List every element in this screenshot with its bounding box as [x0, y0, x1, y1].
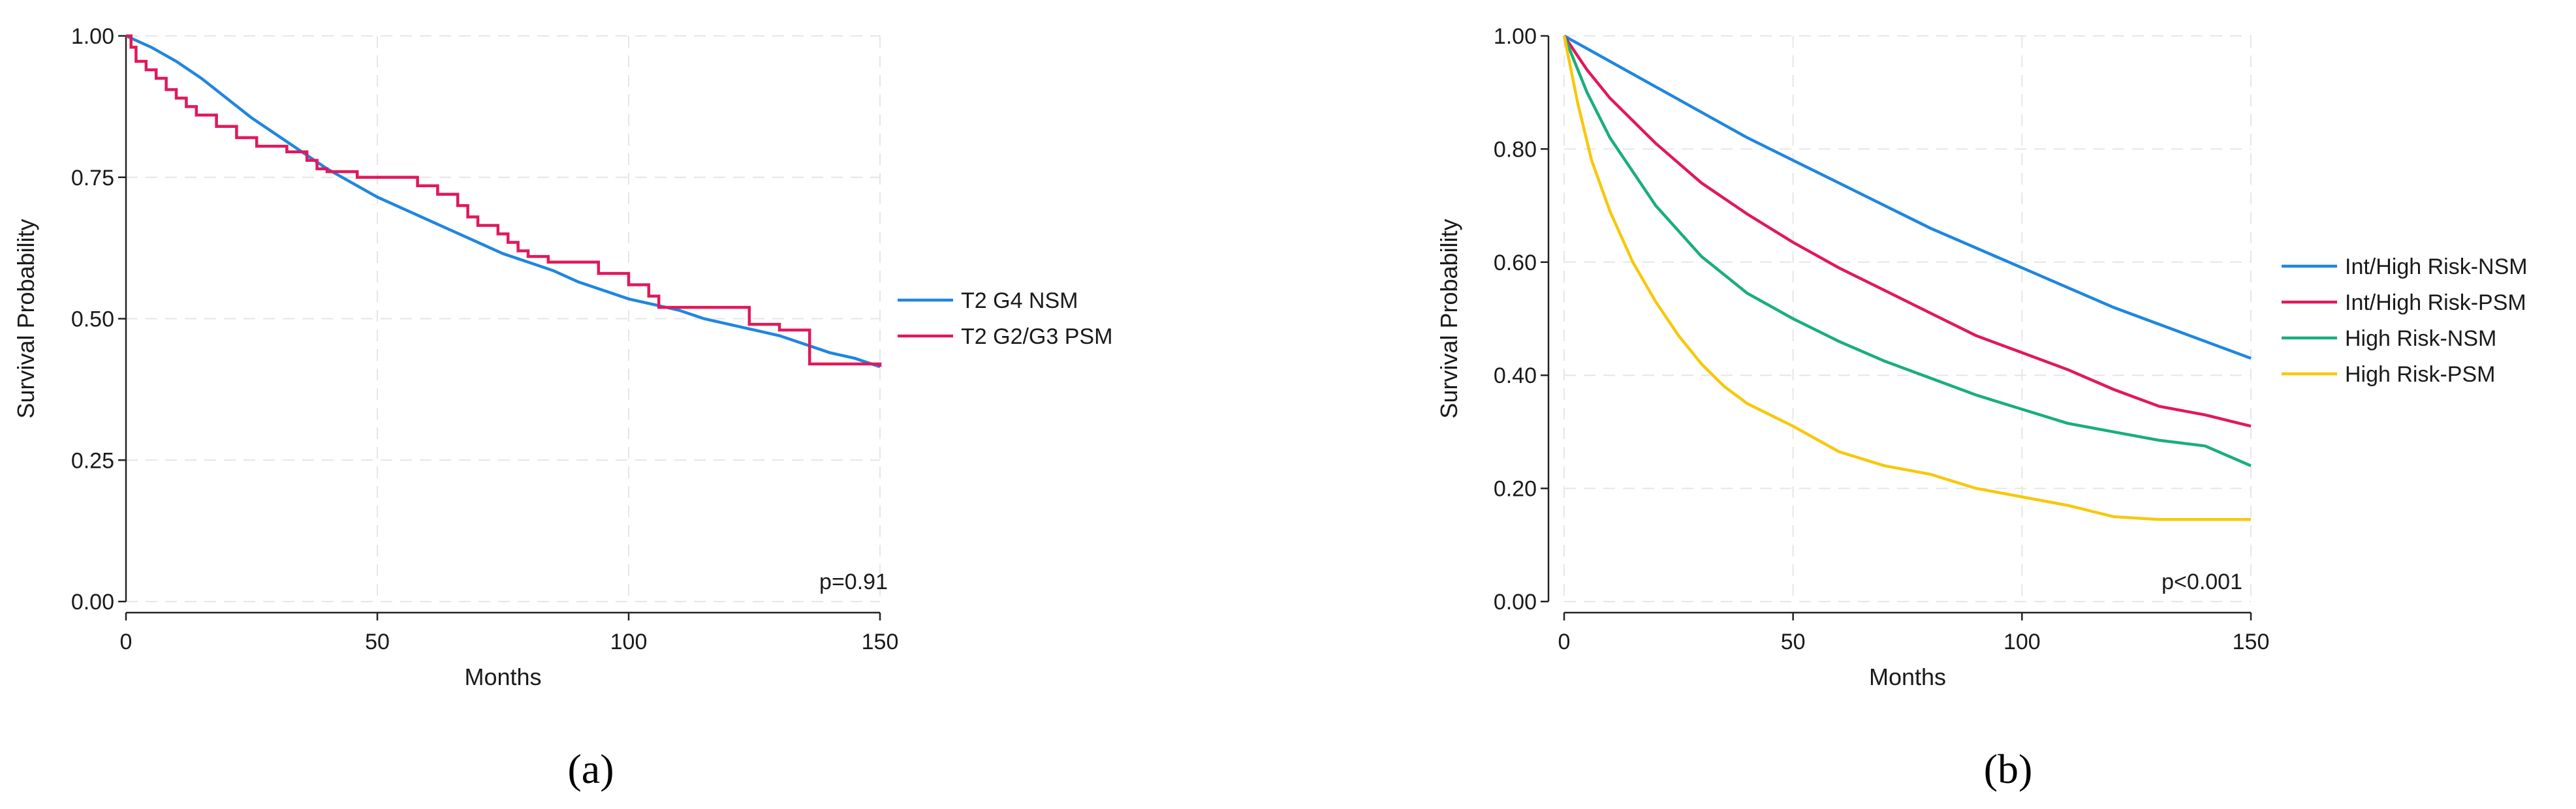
- legend-label: T2 G4 NSM: [961, 288, 1078, 313]
- x-tick-label: 100: [610, 630, 648, 654]
- y-tick-label: 1.00: [71, 24, 114, 49]
- legend-label: High Risk-NSM: [2345, 326, 2496, 351]
- legend-label: Int/High Risk-NSM: [2345, 254, 2528, 279]
- y-tick-label: 0.60: [1494, 251, 1537, 275]
- y-axis-label: Survival Probability: [12, 219, 39, 418]
- legend-label: High Risk-PSM: [2345, 362, 2495, 387]
- panel-a: 0.00 0.25 0.50 0.75 1.00 0 50 100 150 Months Survi…: [12, 24, 1112, 792]
- y-tick-label: 0.75: [71, 166, 114, 191]
- x-tick-label: 50: [1781, 630, 1806, 654]
- panel-label: (b): [1984, 746, 2033, 792]
- survival-curve-2: [1563, 35, 2252, 428]
- x-axis-label: Months: [1869, 664, 1946, 690]
- x-tick-label: 150: [2233, 630, 2270, 654]
- y-tick-label: 0.80: [1494, 137, 1537, 162]
- survival-curve-4: [1562, 35, 2251, 521]
- y-tick-label: 0.20: [1494, 477, 1537, 502]
- panel-label: (a): [567, 746, 614, 792]
- x-tick-label: 0: [1558, 630, 1571, 654]
- legend-label: Int/High Risk-PSM: [2345, 290, 2526, 315]
- y-tick-label: 1.00: [1494, 24, 1537, 49]
- legend-label: T2 G2/G3 PSM: [961, 324, 1112, 349]
- p-value-annotation: p<0.001: [2161, 570, 2242, 594]
- survival-curve-2: [126, 34, 882, 367]
- panel-b: 0.00 0.20 0.40 0.60 0.80 1.00 0 50 100 150 Months S…: [1436, 24, 2528, 792]
- p-value-annotation: p=0.91: [819, 570, 888, 594]
- y-tick-label: 0.40: [1494, 363, 1537, 388]
- y-tick-label: 0.25: [71, 448, 114, 473]
- x-tick-label: 50: [365, 630, 390, 654]
- survival-curve-1: [1563, 35, 2252, 360]
- y-tick-label: 0.50: [71, 307, 114, 332]
- survival-curve-1: [125, 34, 881, 369]
- y-axis-label: Survival Probability: [1436, 219, 1462, 418]
- x-tick-label: 0: [120, 630, 133, 654]
- y-tick-label: 0.00: [1494, 590, 1537, 615]
- y-tick-label: 0.00: [71, 590, 114, 615]
- x-tick-label: 100: [2003, 630, 2041, 654]
- survival-curve-3: [1562, 35, 2252, 467]
- x-axis-label: Months: [464, 664, 541, 690]
- x-tick-label: 150: [862, 630, 899, 654]
